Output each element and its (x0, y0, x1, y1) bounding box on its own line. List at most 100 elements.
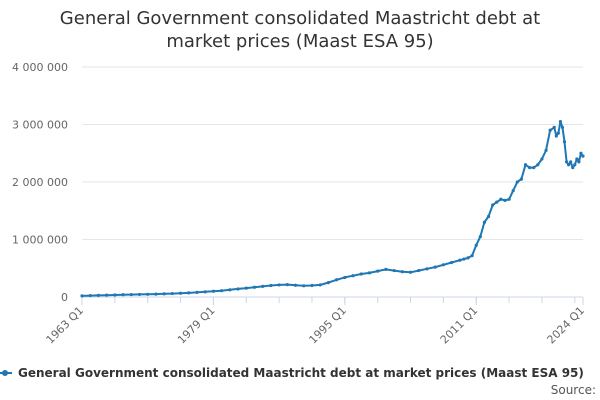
data-point (470, 254, 474, 258)
source-label: Source: (551, 383, 596, 397)
data-point (569, 160, 573, 164)
legend-label: General Government consolidated Maastric… (18, 366, 584, 380)
data-point (359, 272, 363, 276)
series-line (81, 120, 584, 297)
data-point (519, 177, 524, 181)
data-point (536, 163, 540, 167)
data-point (400, 270, 404, 274)
data-point (554, 134, 558, 138)
data-point (236, 287, 240, 291)
data-point (567, 163, 571, 167)
data-point (129, 292, 133, 297)
data-point (486, 214, 491, 219)
y-tick-label: 1 000 000 (12, 234, 68, 247)
data-point (384, 267, 388, 271)
x-tick-label: 1963 Q1 (44, 304, 87, 347)
data-point (408, 270, 413, 274)
data-point (318, 283, 322, 287)
data-point (523, 163, 528, 167)
y-tick-label: 3 000 000 (12, 119, 68, 132)
data-point (564, 160, 569, 164)
data-point (88, 293, 92, 298)
data-point (511, 189, 515, 193)
data-point (302, 284, 306, 288)
data-point (581, 154, 585, 158)
data-point (203, 290, 207, 294)
x-tick-label: 1995 Q1 (306, 304, 349, 347)
data-point (478, 235, 482, 239)
legend[interactable]: General Government consolidated Maastric… (0, 366, 584, 380)
data-point (178, 291, 183, 295)
data-point (113, 293, 117, 297)
data-point (80, 294, 84, 298)
x-axis: 1963 Q1 1979 Q1 1995 Q1 2011 Q1 2024 Q1 (44, 296, 588, 347)
data-point (195, 290, 199, 294)
data-point (146, 292, 150, 296)
data-point (244, 286, 248, 290)
data-point (425, 267, 429, 271)
data-point (351, 274, 355, 278)
x-tick-label: 2011 Q1 (438, 304, 481, 347)
data-point (417, 268, 421, 273)
y-axis: 0 1 000 000 2 000 000 3 000 000 4 000 000 (12, 61, 68, 304)
data-point (556, 131, 560, 135)
data-point (532, 166, 536, 170)
data-point (579, 151, 583, 155)
data-point (503, 198, 507, 202)
data-point (170, 291, 174, 296)
data-point (449, 260, 454, 265)
data-point (211, 289, 216, 293)
data-point (495, 200, 499, 204)
data-point (544, 148, 548, 152)
data-point (326, 281, 330, 285)
data-point (552, 125, 556, 129)
chart-title-line2: market prices (Maast ESA 95) (166, 31, 433, 52)
data-point (261, 284, 265, 288)
data-point (491, 203, 495, 207)
data-point (558, 120, 563, 124)
data-point (540, 157, 544, 161)
data-point (137, 292, 142, 297)
y-tick-label: 0 (61, 291, 68, 304)
data-point (560, 125, 565, 129)
data-point (507, 197, 511, 201)
x-tick-label: 2024 Q1 (545, 304, 588, 347)
data-point (228, 288, 232, 292)
data-point (277, 283, 281, 287)
data-point (466, 256, 470, 260)
data-point (571, 166, 575, 170)
data-point (154, 292, 158, 296)
x-tick-label: 1979 Q1 (175, 304, 218, 347)
data-point (252, 285, 257, 289)
data-point (220, 289, 224, 293)
data-point (573, 163, 577, 167)
data-point (441, 263, 445, 267)
y-tick-label: 2 000 000 (12, 176, 68, 189)
chart-title-line1: General Government consolidated Maastric… (60, 8, 540, 29)
series-layer (80, 120, 585, 298)
data-point (575, 157, 579, 161)
data-point (577, 160, 581, 164)
data-point (562, 140, 567, 144)
gridlines (82, 66, 583, 240)
data-point (433, 265, 437, 269)
data-point (105, 293, 109, 297)
data-point (269, 283, 273, 288)
data-point (96, 293, 101, 297)
data-point (392, 268, 396, 273)
data-point (462, 257, 466, 261)
data-point (293, 283, 298, 287)
data-point (528, 166, 532, 170)
data-point (335, 278, 339, 282)
data-point (121, 293, 125, 297)
data-point (162, 292, 166, 296)
data-point (343, 275, 347, 280)
y-tick-label: 4 000 000 (12, 61, 68, 74)
data-point (367, 271, 372, 275)
data-point (187, 291, 191, 295)
data-point (474, 243, 478, 247)
data-point (310, 283, 314, 288)
data-point (285, 283, 289, 287)
data-point (376, 269, 380, 273)
